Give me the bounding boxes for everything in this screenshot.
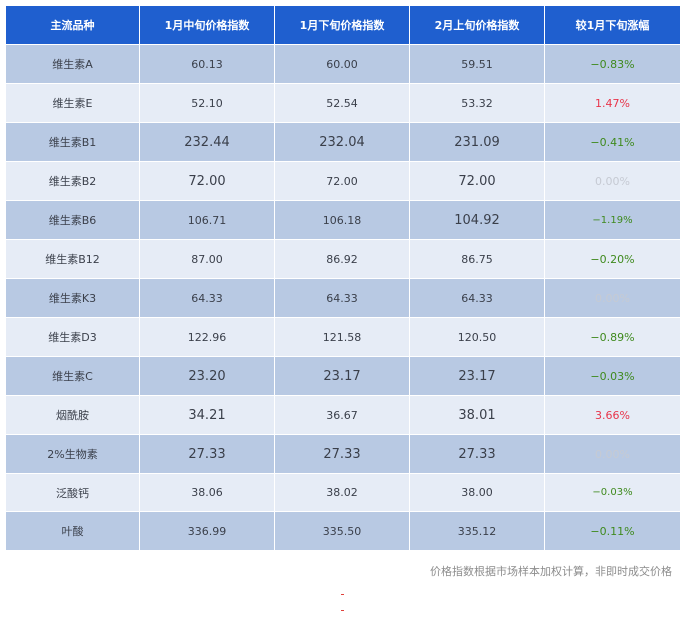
jan-mid-value: 34.21 [139, 395, 275, 435]
jan-late-value: 27.33 [274, 434, 410, 474]
table-row: 维生素K3 64.33 64.33 64.33 0.00% [5, 278, 681, 318]
change-value: 1.47% [544, 83, 681, 123]
feb-early-value: 38.01 [409, 395, 545, 435]
variety-name: 维生素B6 [5, 200, 140, 240]
table-row: 维生素D3 122.96 121.58 120.50 −0.89% [5, 317, 681, 357]
change-value: 0.00% [544, 434, 681, 474]
variety-name: 维生素E [5, 83, 140, 123]
header-change: 较1月下旬涨幅 [544, 5, 681, 45]
price-index-table: 主流品种 1月中旬价格指数 1月下旬价格指数 2月上旬价格指数 较1月下旬涨幅 … [5, 5, 681, 551]
table-row: 2%生物素 27.33 27.33 27.33 0.00% [5, 434, 681, 474]
feb-early-value: 86.75 [409, 239, 545, 279]
variety-name: 维生素B12 [5, 239, 140, 279]
feb-early-value: 231.09 [409, 122, 545, 162]
jan-late-value: 64.33 [274, 278, 410, 318]
change-value: 0.00% [544, 278, 681, 318]
feb-early-value: 53.32 [409, 83, 545, 123]
variety-name: 维生素C [5, 356, 140, 396]
feb-early-value: 104.92 [409, 200, 545, 240]
jan-mid-value: 60.13 [139, 44, 275, 84]
jan-mid-value: 27.33 [139, 434, 275, 474]
jan-late-value: 36.67 [274, 395, 410, 435]
variety-name: 维生素A [5, 44, 140, 84]
header-jan-mid: 1月中旬价格指数 [139, 5, 275, 45]
variety-name: 泛酸钙 [5, 473, 140, 512]
change-value: 3.66% [544, 395, 681, 435]
jan-mid-value: 52.10 [139, 83, 275, 123]
jan-late-value: 335.50 [274, 511, 410, 551]
change-value: −0.03% [544, 356, 681, 396]
jan-mid-value: 122.96 [139, 317, 275, 357]
table-row: 烟酰胺 34.21 36.67 38.01 3.66% [5, 395, 681, 435]
jan-mid-value: 38.06 [139, 473, 275, 512]
feb-early-value: 72.00 [409, 161, 545, 201]
jan-late-value: 52.54 [274, 83, 410, 123]
table-row: 维生素C 23.20 23.17 23.17 −0.03% [5, 356, 681, 396]
table-row: 泛酸钙 38.06 38.02 38.00 −0.03% [5, 473, 681, 512]
jan-late-value: 60.00 [274, 44, 410, 84]
table-row: 维生素B2 72.00 72.00 72.00 0.00% [5, 161, 681, 201]
feb-early-value: 335.12 [409, 511, 545, 551]
table-row: 维生素E 52.10 52.54 53.32 1.47% [5, 83, 681, 123]
header-jan-late: 1月下旬价格指数 [274, 5, 410, 45]
feb-early-value: 120.50 [409, 317, 545, 357]
jan-late-value: 38.02 [274, 473, 410, 512]
table-row: 叶酸 336.99 335.50 335.12 −0.11% [5, 511, 681, 551]
feb-early-value: 64.33 [409, 278, 545, 318]
variety-name: 2%生物素 [5, 434, 140, 474]
table-row: 维生素A 60.13 60.00 59.51 −0.83% [5, 44, 681, 84]
jan-late-value: 121.58 [274, 317, 410, 357]
table-header-row: 主流品种 1月中旬价格指数 1月下旬价格指数 2月上旬价格指数 较1月下旬涨幅 [5, 5, 681, 45]
jan-mid-value: 336.99 [139, 511, 275, 551]
jan-late-value: 232.04 [274, 122, 410, 162]
change-value: −0.20% [544, 239, 681, 279]
jan-mid-value: 87.00 [139, 239, 275, 279]
table-row: 维生素B6 106.71 106.18 104.92 −1.19% [5, 200, 681, 240]
header-feb-early: 2月上旬价格指数 [409, 5, 545, 45]
decorative-dot [341, 610, 344, 611]
change-value: −0.83% [544, 44, 681, 84]
table-row: 维生素B12 87.00 86.92 86.75 −0.20% [5, 239, 681, 279]
jan-mid-value: 106.71 [139, 200, 275, 240]
variety-name: 维生素D3 [5, 317, 140, 357]
header-variety: 主流品种 [5, 5, 140, 45]
jan-mid-value: 64.33 [139, 278, 275, 318]
jan-late-value: 106.18 [274, 200, 410, 240]
change-value: −0.03% [544, 473, 681, 512]
jan-mid-value: 232.44 [139, 122, 275, 162]
jan-mid-value: 23.20 [139, 356, 275, 396]
jan-late-value: 23.17 [274, 356, 410, 396]
feb-early-value: 59.51 [409, 44, 545, 84]
feb-early-value: 27.33 [409, 434, 545, 474]
change-value: −1.19% [544, 200, 681, 240]
feb-early-value: 23.17 [409, 356, 545, 396]
jan-late-value: 86.92 [274, 239, 410, 279]
jan-mid-value: 72.00 [139, 161, 275, 201]
change-value: −0.41% [544, 122, 681, 162]
feb-early-value: 38.00 [409, 473, 545, 512]
footnote: 价格指数根据市场样本加权计算，非即时成交价格 [430, 565, 672, 578]
variety-name: 烟酰胺 [5, 395, 140, 435]
change-value: 0.00% [544, 161, 681, 201]
decorative-dot [341, 594, 344, 595]
variety-name: 维生素B2 [5, 161, 140, 201]
change-value: −0.11% [544, 511, 681, 551]
variety-name: 维生素K3 [5, 278, 140, 318]
variety-name: 叶酸 [5, 511, 140, 551]
jan-late-value: 72.00 [274, 161, 410, 201]
table-row: 维生素B1 232.44 232.04 231.09 −0.41% [5, 122, 681, 162]
change-value: −0.89% [544, 317, 681, 357]
variety-name: 维生素B1 [5, 122, 140, 162]
